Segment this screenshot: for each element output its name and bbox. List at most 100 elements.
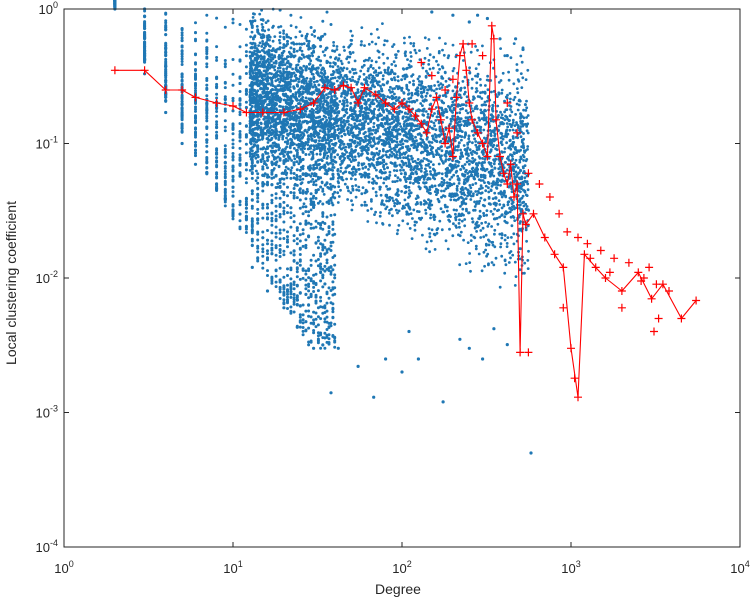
scatter-point [267, 155, 271, 159]
scatter-point [405, 100, 409, 104]
scatter-point [298, 315, 302, 319]
scatter-point [312, 346, 316, 350]
scatter-point [372, 179, 376, 183]
scatter-point [445, 110, 449, 113]
scatter-point [180, 60, 184, 63]
scatter-point [323, 282, 327, 286]
scatter-point [501, 71, 505, 75]
scatter-point [215, 106, 219, 109]
scatter-point [264, 147, 268, 151]
scatter-point [378, 149, 382, 153]
scatter-point [205, 144, 209, 148]
scatter-point [223, 176, 227, 180]
scatter-point [278, 130, 282, 134]
scatter-point [509, 56, 513, 60]
scatter-point [425, 47, 429, 50]
scatter-point [270, 279, 274, 283]
scatter-point [522, 108, 525, 112]
scatter-point [427, 38, 431, 41]
scatter-point [450, 175, 454, 179]
scatter-point [255, 61, 259, 65]
scatter-point [416, 77, 420, 81]
scatter-point [304, 309, 308, 313]
scatter-point [270, 239, 274, 243]
scatter-point [274, 88, 277, 92]
scatter-point [485, 254, 488, 258]
scatter-point [305, 65, 308, 68]
scatter-point [307, 234, 311, 238]
scatter-point [422, 157, 426, 160]
scatter-point [345, 80, 349, 84]
scatter-point [266, 238, 269, 242]
scatter-point [205, 133, 209, 137]
scatter-point [429, 213, 433, 217]
scatter-point [329, 272, 333, 276]
scatter-point [410, 91, 414, 95]
scatter-point [470, 153, 474, 156]
scatter-point [309, 132, 313, 136]
scatter-point [250, 219, 254, 223]
scatter-point [362, 63, 366, 67]
scatter-point [194, 127, 197, 131]
scatter-point [395, 202, 399, 206]
scatter-point [266, 129, 270, 132]
scatter-point [307, 153, 311, 156]
scatter-point [304, 210, 308, 214]
scatter-point [392, 43, 396, 46]
scatter-point [301, 326, 305, 329]
scatter-point [415, 98, 419, 102]
scatter-point [329, 198, 333, 202]
scatter-point [411, 160, 415, 164]
scatter-point [418, 80, 421, 83]
scatter-point [292, 172, 296, 175]
scatter-point [262, 174, 266, 178]
scatter-point [472, 133, 475, 137]
scatter-point [223, 169, 227, 173]
scatter-point [244, 168, 248, 172]
scatter-point [244, 206, 248, 210]
scatter-point [526, 68, 530, 72]
scatter-point [431, 66, 435, 70]
scatter-point [463, 86, 467, 90]
scatter-point [256, 28, 259, 31]
scatter-point [319, 222, 323, 226]
scatter-point [292, 310, 296, 314]
scatter-point [284, 92, 288, 96]
scatter-point [307, 303, 311, 307]
scatter-point [389, 111, 393, 115]
scatter-point [248, 50, 252, 54]
scatter-point [286, 267, 289, 271]
scatter-point [331, 268, 335, 272]
scatter-point [319, 262, 323, 266]
scatter-point [248, 169, 252, 172]
scatter-point [304, 79, 308, 83]
scatter-point [309, 321, 313, 325]
scatter-point [286, 39, 289, 43]
scatter-point [377, 36, 380, 39]
scatter-point [357, 77, 361, 81]
scatter-point [436, 71, 440, 74]
scatter-point [278, 228, 282, 232]
scatter-point [238, 171, 242, 175]
scatter-point [424, 208, 427, 212]
scatter-point [403, 191, 407, 195]
scatter-point [143, 23, 147, 27]
scatter-point [462, 144, 466, 147]
scatter-point [298, 259, 302, 263]
scatter-point [231, 142, 235, 146]
scatter-point [446, 247, 450, 251]
scatter-point [292, 47, 296, 51]
scatter-point [194, 75, 197, 79]
scatter-point [382, 132, 385, 136]
scatter-point [250, 243, 254, 247]
scatter-point [343, 148, 347, 152]
scatter-point [432, 121, 436, 125]
scatter-point [231, 72, 235, 76]
scatter-point [314, 283, 318, 287]
scatter-point [244, 181, 248, 185]
scatter-point [475, 200, 479, 204]
scatter-point [238, 227, 242, 231]
scatter-point [345, 107, 349, 111]
scatter-point [325, 309, 329, 313]
scatter-point [307, 282, 311, 286]
